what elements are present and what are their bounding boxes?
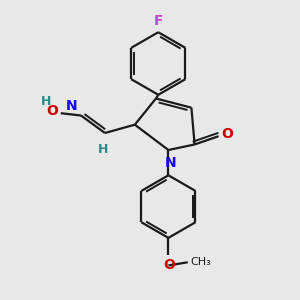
Text: O: O <box>221 128 233 141</box>
Text: O: O <box>46 104 58 118</box>
Text: O: O <box>164 258 175 272</box>
Text: N: N <box>164 155 176 170</box>
Text: H: H <box>98 143 108 156</box>
Text: H: H <box>41 95 51 108</box>
Text: N: N <box>66 99 77 113</box>
Text: CH₃: CH₃ <box>190 257 211 267</box>
Text: F: F <box>154 14 163 28</box>
